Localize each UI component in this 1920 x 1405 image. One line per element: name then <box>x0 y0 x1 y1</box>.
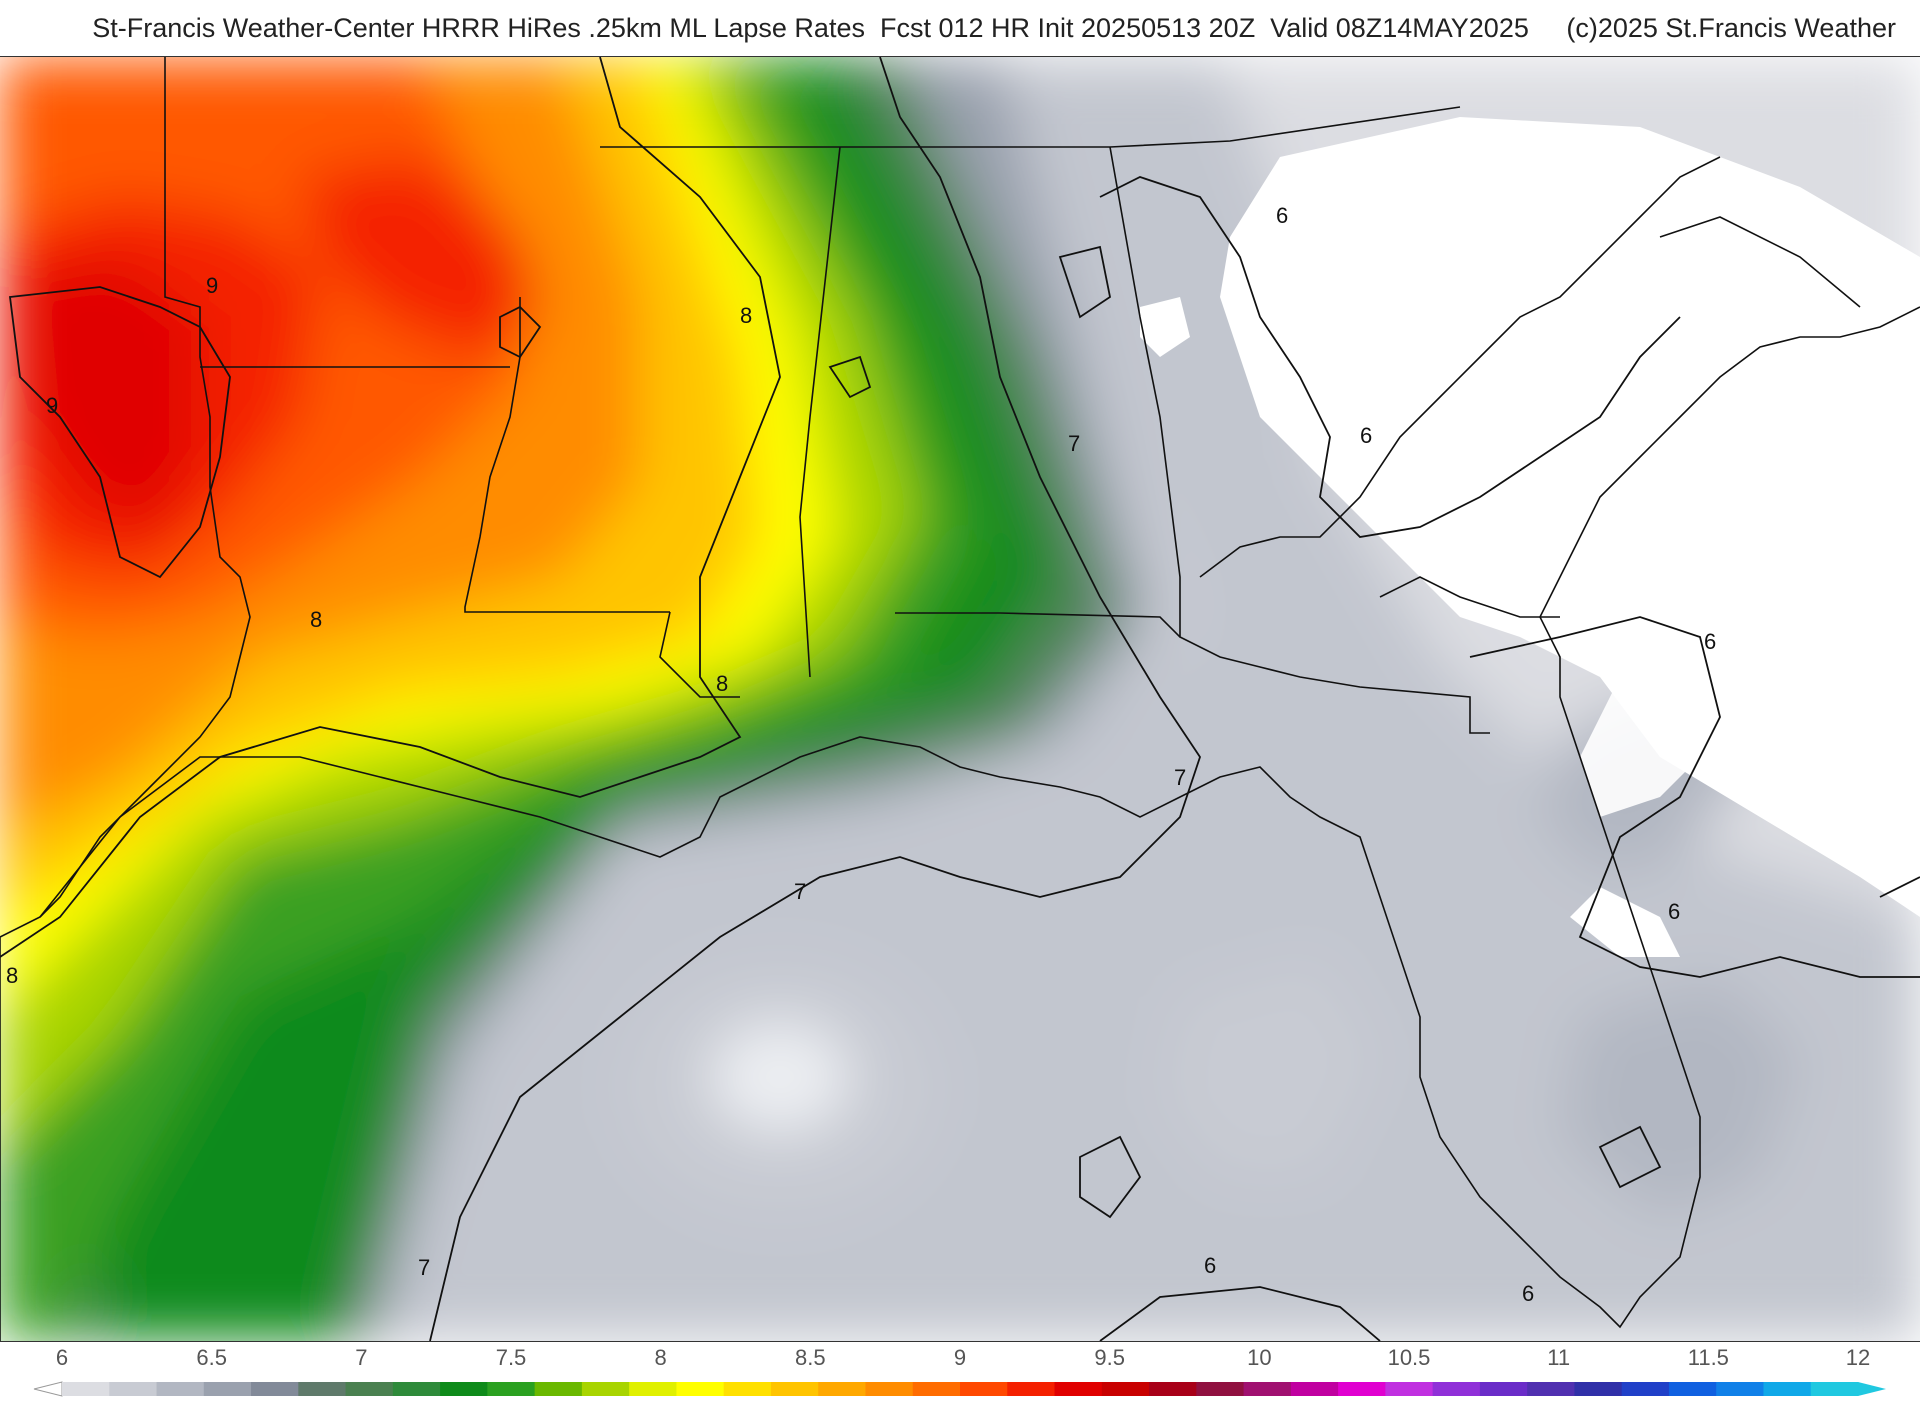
colorbar-swatch <box>770 1382 819 1396</box>
colorbar-swatch <box>960 1382 1008 1396</box>
political-boundaries <box>0 57 1920 1341</box>
contour-label: 8 <box>740 303 752 328</box>
colorbar-swatch <box>1527 1382 1575 1396</box>
colorbar-tick: 10 <box>1247 1345 1272 1370</box>
colorbar-over-arrow <box>1858 1382 1886 1396</box>
colorbar-tick: 12 <box>1845 1345 1871 1370</box>
colorbar-swatch <box>109 1382 158 1396</box>
colorbar-under-arrow <box>33 1381 63 1397</box>
colorbar-tick: 8.5 <box>795 1345 826 1370</box>
contour-label: 7 <box>418 1255 430 1280</box>
contour-label: 6 <box>1522 1281 1534 1306</box>
colorbar-swatch <box>581 1382 630 1396</box>
colorbar-swatch <box>676 1382 725 1396</box>
colorbar-swatch <box>1716 1382 1764 1396</box>
colorbar-swatch <box>487 1382 536 1396</box>
contour-label: 6 <box>1360 423 1372 448</box>
colorbar-swatch <box>1621 1382 1670 1396</box>
contour-label: 7 <box>1174 765 1186 790</box>
contour-label: 8 <box>6 963 18 988</box>
colorbar-swatch <box>251 1382 299 1396</box>
colorbar-swatch <box>818 1382 866 1396</box>
colorbar-tick: 10.5 <box>1387 1345 1431 1370</box>
colorbar-swatch <box>62 1382 110 1396</box>
colorbar-swatch <box>1763 1382 1812 1396</box>
colorbar-swatch <box>440 1382 488 1396</box>
contour-label: 9 <box>46 393 58 418</box>
colorbar-swatch <box>1432 1382 1481 1396</box>
contour-label: 9 <box>206 273 218 298</box>
colorbar-swatch <box>1149 1382 1197 1396</box>
colorbar-swatch <box>629 1382 677 1396</box>
colorbar-swatch <box>1054 1382 1103 1396</box>
colorbar-swatch <box>1385 1382 1434 1396</box>
colorbar-tick: 9 <box>953 1345 967 1370</box>
colorbar-swatch <box>298 1382 347 1396</box>
colorbar-tick: 8 <box>654 1345 667 1370</box>
contour-label: 8 <box>310 607 322 632</box>
map-title: St-Francis Weather-Center HRRR HiRes .25… <box>92 12 1896 43</box>
contour-label: 6 <box>1276 203 1288 228</box>
colorbar-tick: 11 <box>1547 1345 1571 1370</box>
colorbar-swatch <box>865 1382 914 1396</box>
colorbar-swatch <box>345 1382 394 1396</box>
lapse-rate-isolines <box>0 57 1920 1341</box>
colorbar-swatch <box>1196 1382 1245 1396</box>
contour-label: 8 <box>716 671 728 696</box>
colorbar-tick: 9.5 <box>1094 1345 1125 1370</box>
colorbar-tick: 6.5 <box>196 1345 227 1370</box>
colorbar-swatch <box>912 1382 961 1396</box>
colorbar-tick: 6 <box>55 1345 69 1370</box>
contour-label: 6 <box>1704 629 1716 654</box>
weather-map: 9 9 8 8 8 8 7 7 7 7 6 6 6 6 6 6 <box>0 56 1920 1342</box>
colorbar-swatch <box>1338 1382 1386 1396</box>
contour-label: 6 <box>1668 899 1680 924</box>
colorbar-swatch <box>723 1382 772 1396</box>
colorbar-swatch <box>1007 1382 1056 1396</box>
colorbar-swatch <box>1574 1382 1623 1396</box>
colorbar-swatch <box>392 1382 441 1396</box>
colorbar-tick: 7.5 <box>495 1345 527 1370</box>
colorbar-tick: 7 <box>355 1345 368 1370</box>
colorbar-swatch <box>1668 1382 1717 1396</box>
colorbar-swatch <box>1810 1382 1859 1396</box>
contour-label: 6 <box>1204 1253 1216 1278</box>
contour-labels: 9 9 8 8 8 8 7 7 7 7 6 6 6 6 6 6 <box>6 203 1716 1306</box>
colorbar-tick: 11.5 <box>1687 1345 1729 1370</box>
colorbar-swatch <box>1479 1382 1528 1396</box>
colorbar-swatch <box>203 1382 252 1396</box>
colorbar <box>0 1342 1920 1400</box>
contour-label: 7 <box>794 879 806 904</box>
colorbar-swatch <box>534 1382 583 1396</box>
contour-label: 7 <box>1068 431 1080 456</box>
colorbar-swatch <box>1290 1382 1339 1396</box>
colorbar-swatch <box>156 1382 205 1396</box>
colorbar-swatch <box>1243 1382 1292 1396</box>
no-data-land <box>1140 117 1920 957</box>
colorbar-swatch <box>1101 1382 1150 1396</box>
